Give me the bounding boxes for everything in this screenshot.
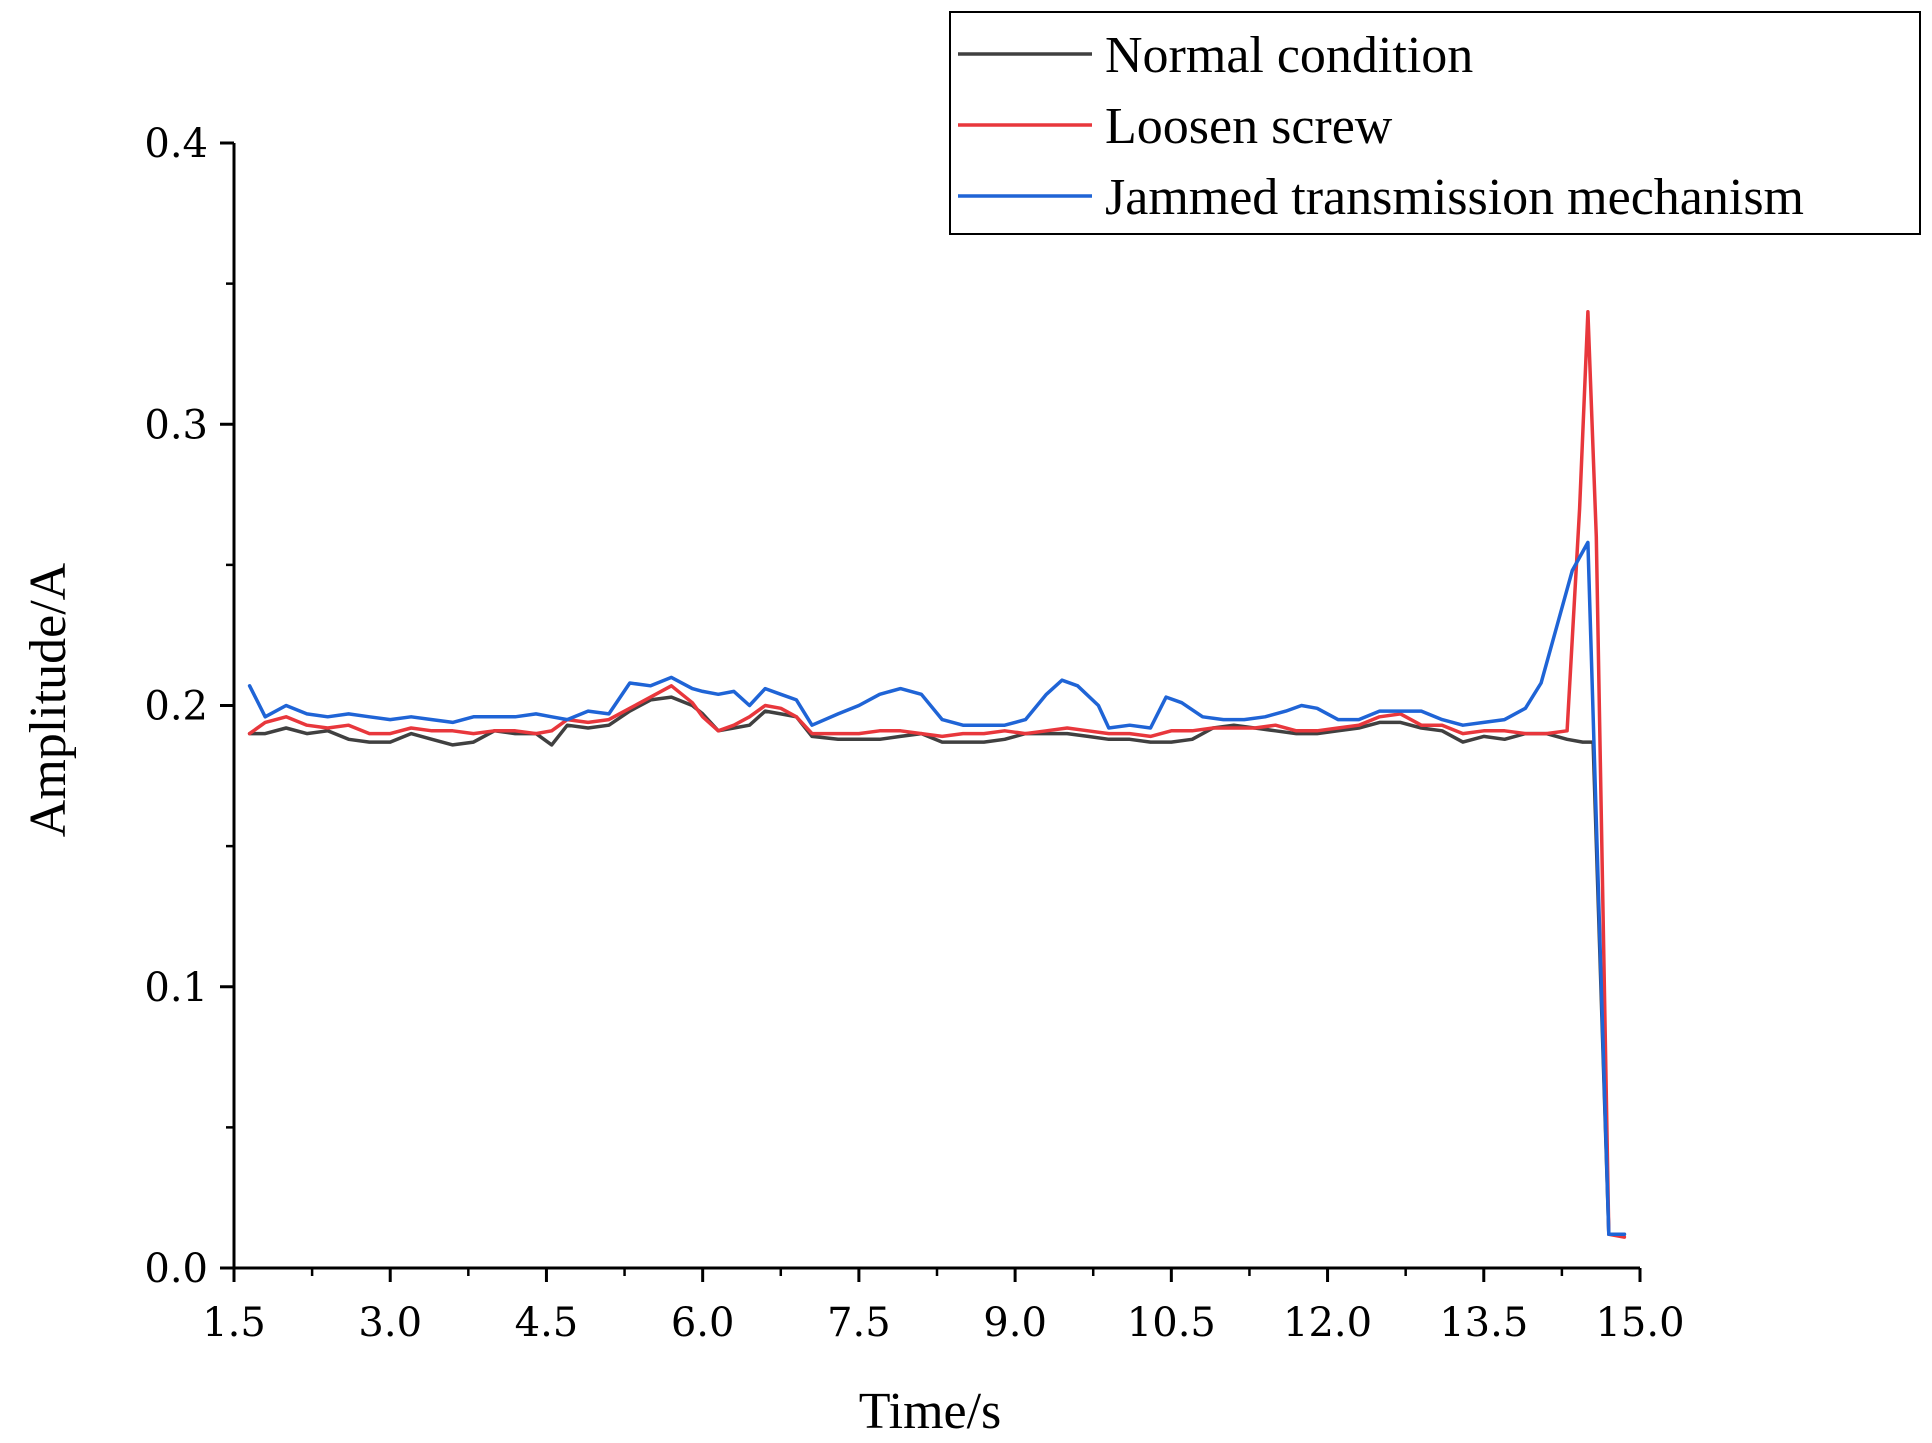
- legend-label-jammed-transmission-mechanism: Jammed transmission mechanism: [1105, 169, 1804, 226]
- series-line-loosen-screw: [247, 310, 1627, 1239]
- y-tick-label: 0.0: [144, 1246, 208, 1292]
- y-tick-label: 0.1: [144, 965, 208, 1011]
- legend-box: [949, 11, 1921, 235]
- x-tick-label: 15.0: [1595, 1300, 1684, 1346]
- x-tick-label: 7.5: [827, 1300, 891, 1346]
- legend-label-normal-condition: Normal condition: [1105, 27, 1473, 84]
- series-line-normal-condition: [247, 695, 1627, 1237]
- x-tick-label: 4.5: [515, 1300, 579, 1346]
- x-axis-title: Time/s: [859, 1383, 1002, 1440]
- tick-labels: 1.5 3.0 4.5 6.0 7.5 9.0 10.5 12.0 13.5 15.0 0.0 0.1…: [144, 121, 1684, 1346]
- series-line-jammed-transmission-mechanism: [247, 540, 1627, 1237]
- y-tick-label: 0.2: [144, 684, 208, 730]
- x-tick-label: 12.0: [1283, 1300, 1372, 1346]
- legend: Normal condition Loosen screw Jammed tra…: [949, 11, 1921, 235]
- x-tick-label: 9.0: [983, 1300, 1047, 1346]
- legend-label-loosen-screw: Loosen screw: [1105, 98, 1393, 155]
- y-tick-label: 0.4: [144, 121, 208, 167]
- y-axis-title: Amplitude/A: [20, 562, 77, 837]
- x-tick-label: 1.5: [202, 1300, 266, 1346]
- series-layer: [247, 310, 1627, 1239]
- x-tick-label: 13.5: [1439, 1300, 1528, 1346]
- axes: [220, 141, 1642, 1282]
- x-tick-label: 6.0: [671, 1300, 735, 1346]
- y-tick-label: 0.3: [144, 402, 208, 448]
- x-tick-label: 3.0: [358, 1300, 422, 1346]
- x-tick-label: 10.5: [1127, 1300, 1216, 1346]
